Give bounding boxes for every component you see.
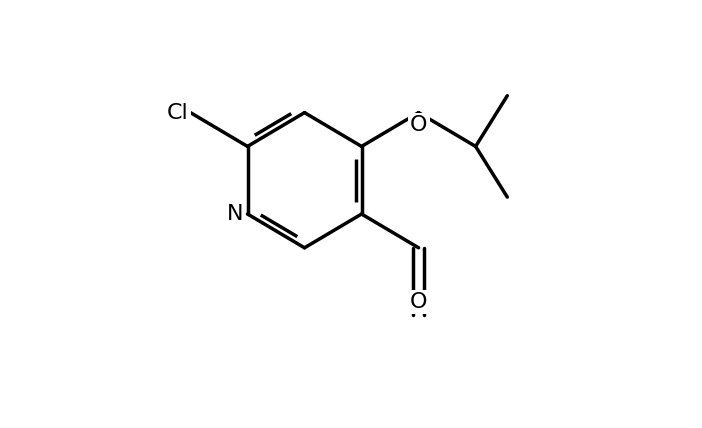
Text: Cl: Cl (166, 103, 188, 122)
Text: O: O (410, 292, 428, 312)
Text: O: O (410, 115, 428, 135)
Text: N: N (227, 204, 244, 224)
